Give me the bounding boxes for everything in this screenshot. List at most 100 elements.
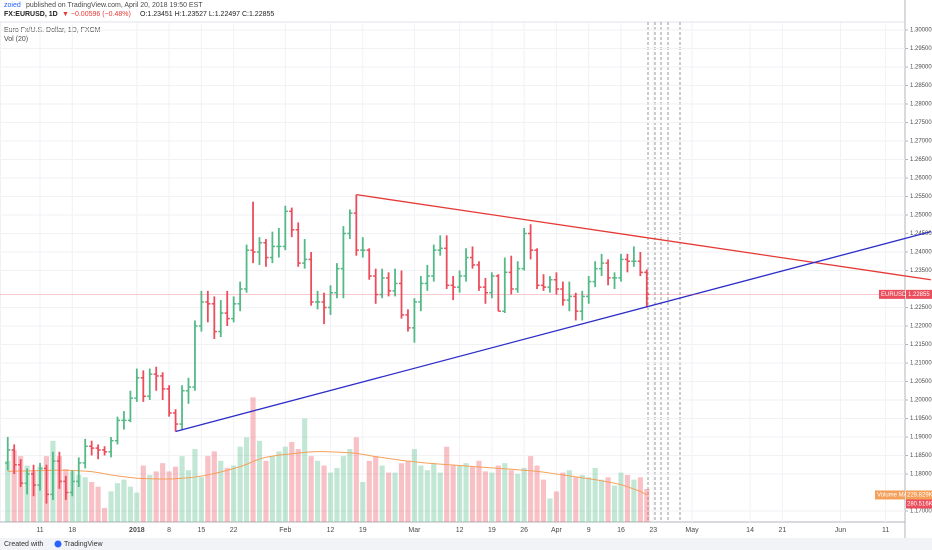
volume-bar (5, 460, 11, 522)
y-tick-label: 1.21500 (910, 342, 932, 348)
y-tick-label: 1.23500 (910, 268, 932, 274)
published: published on TradingView.com, April 20, … (26, 2, 203, 9)
volume-tag (906, 499, 932, 509)
volume-bar (147, 474, 153, 522)
volume-bar (450, 465, 456, 522)
ma-value-tag (906, 490, 932, 500)
symbol-label: EURUSD (881, 292, 907, 298)
y-tick-label: 1.26500 (910, 157, 932, 163)
volume-bar (605, 477, 611, 522)
volume-bar (334, 467, 340, 522)
volume-bar (302, 418, 308, 522)
volume-bar (373, 456, 379, 522)
change: ▼ −0.00596 (−0.48%) (62, 11, 131, 18)
volume-bar (153, 471, 159, 522)
volume-bar (231, 465, 237, 522)
volume-bar (160, 463, 166, 522)
volume-bar (89, 482, 95, 522)
x-tick-label: Apr (551, 527, 563, 534)
session-markers (647, 22, 681, 522)
y-tick-label: 1.18500 (910, 453, 932, 459)
x-tick-label: Mar (408, 527, 421, 534)
y-tick-label: 1.24000 (910, 250, 932, 256)
volume-bar (315, 460, 321, 522)
volume-bar (611, 485, 618, 522)
volume-bar (347, 449, 353, 522)
volume-bar (624, 474, 631, 522)
y-tick-label: 1.21000 (910, 361, 932, 367)
x-tick-label: 11 (36, 527, 43, 534)
volume-bar (379, 465, 385, 522)
volume-bar (398, 463, 405, 522)
y-tick-label: 1.18000 (910, 472, 932, 478)
volume-bar (224, 467, 230, 522)
y-tick-label: 1.20000 (910, 398, 932, 404)
y-tick-label: 1.22500 (910, 305, 932, 311)
legend-volume: Vol (20) (4, 36, 28, 43)
volume-ma-label: 229.829K (907, 493, 932, 499)
volume-bar (101, 507, 108, 522)
y-tick-label: 1.25500 (910, 194, 932, 200)
volume-bar (76, 474, 82, 522)
y-tick-label: 1.27500 (910, 120, 932, 126)
volume-bar (114, 483, 121, 522)
volume-bar (69, 471, 75, 522)
volume-bar (553, 491, 560, 522)
volume-value-label: 280.516K (907, 502, 932, 508)
volume-bar (263, 460, 269, 522)
footer-brand: TradingView (64, 541, 103, 548)
volume-bar (366, 460, 372, 522)
y-tick-label: 1.17000 (910, 509, 932, 515)
x-tick-label: 9 (587, 527, 591, 534)
volume-bar (340, 456, 346, 522)
x-tick-label: May (685, 527, 699, 534)
volume-bar (11, 450, 17, 522)
footer-created: Created with (4, 541, 43, 548)
logo (54, 540, 62, 548)
volume-bar (269, 456, 275, 522)
volume-bar (489, 472, 495, 522)
volume-bar (431, 463, 437, 522)
x-tick-label: 11 (882, 527, 889, 534)
volume-bar (108, 491, 114, 522)
volume-bar (256, 440, 263, 522)
symbol: FX:EURUSD, 1D (4, 11, 58, 18)
y-tick-label: 1.29500 (910, 46, 932, 52)
volume-bar (508, 470, 514, 522)
y-tick-label: 1.27000 (910, 139, 932, 145)
volume-bar (18, 456, 24, 522)
x-tick-label: 19 (359, 527, 367, 534)
x-tick-label: 23 (649, 527, 657, 534)
y-tick-label: 1.30000 (910, 28, 932, 34)
price-bars (5, 194, 650, 504)
volume-bar (599, 479, 605, 522)
volume-bar (321, 465, 327, 522)
volume-bar (424, 470, 430, 522)
volume-bar (353, 437, 359, 522)
volume-bar (521, 467, 527, 522)
y-tick-label: 1.19000 (910, 435, 932, 441)
x-tick-label: 12 (456, 527, 464, 534)
x-tick-label: 22 (230, 527, 238, 534)
x-tick-label: 16 (617, 527, 625, 534)
volume-bar (592, 467, 598, 522)
volume-bar (192, 449, 198, 522)
volume-ma-name: Volume MA (877, 493, 908, 499)
x-tick-label: 19 (488, 527, 496, 534)
volume-bar (437, 472, 443, 522)
x-tick-label: 12 (327, 527, 335, 534)
x-tick-label: 14 (746, 527, 754, 534)
ohlc: O:1.23451 H:1.23527 L:1.22497 C:1.22855 (140, 11, 274, 18)
volume-bar (166, 471, 172, 522)
volume-bar (405, 460, 411, 522)
x-tick-label: 26 (520, 527, 528, 534)
symbol-tag (879, 289, 905, 299)
volume-bar (289, 442, 295, 522)
volume-bar (172, 466, 179, 522)
volume-bar (476, 460, 482, 522)
y-tick-label: 1.20500 (910, 379, 932, 385)
volume-bar (276, 451, 282, 522)
grid (0, 22, 905, 522)
last-price-label: 1.22855 (908, 292, 930, 298)
y-tick-label: 1.22000 (910, 324, 932, 330)
